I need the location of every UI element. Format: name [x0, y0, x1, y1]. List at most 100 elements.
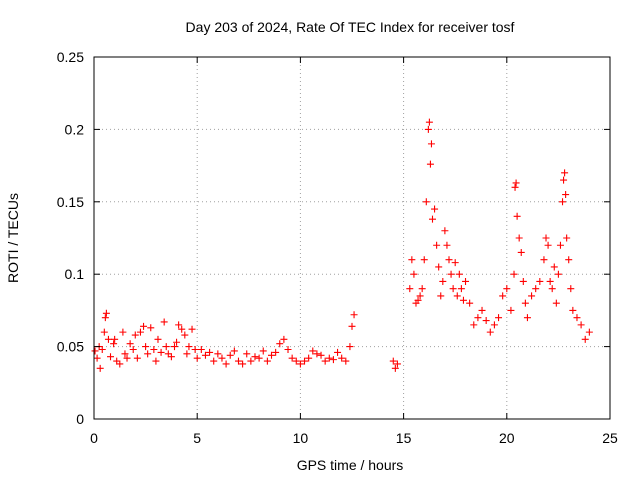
data-point: [441, 227, 449, 235]
data-point: [507, 306, 515, 314]
data-point: [420, 256, 428, 264]
data-point: [414, 296, 422, 304]
data-point: [515, 234, 523, 242]
data-point: [123, 354, 131, 362]
data-point: [226, 351, 234, 359]
data-point: [280, 335, 288, 343]
data-point: [425, 118, 433, 126]
y-tick-label: 0.2: [65, 121, 85, 137]
data-point: [110, 340, 118, 348]
chart-title: Day 203 of 2024, Rate Of TEC Index for r…: [186, 19, 515, 35]
data-point: [556, 241, 564, 249]
data-point: [259, 347, 267, 355]
data-point: [350, 311, 358, 319]
data-point: [239, 360, 247, 368]
data-point: [519, 277, 527, 285]
data-point: [482, 317, 490, 325]
data-point: [181, 331, 189, 339]
x-tick-label: 5: [193, 430, 201, 446]
data-point: [439, 277, 447, 285]
x-tick-label: 15: [396, 430, 412, 446]
data-point: [408, 256, 416, 264]
data-point: [154, 335, 162, 343]
data-point: [569, 306, 577, 314]
data-point: [470, 321, 478, 329]
data-point: [536, 277, 544, 285]
data-point: [459, 296, 467, 304]
data-point: [581, 335, 589, 343]
y-axis-label: ROTI / TECUs: [5, 193, 21, 283]
data-point: [406, 285, 414, 293]
data-point: [251, 353, 259, 361]
data-point: [559, 198, 567, 206]
data-point: [183, 350, 191, 358]
data-point: [191, 345, 199, 353]
data-point: [230, 347, 238, 355]
data-point: [276, 340, 284, 348]
x-tick-label: 10: [293, 430, 309, 446]
data-point: [150, 345, 158, 353]
data-point: [542, 234, 550, 242]
x-tick-label: 20: [499, 430, 515, 446]
data-point: [91, 347, 99, 355]
data-point: [98, 345, 106, 353]
data-point: [268, 351, 276, 359]
data-point: [288, 354, 296, 362]
data-point: [532, 285, 540, 293]
data-point: [321, 357, 329, 365]
data-point: [301, 357, 309, 365]
data-point: [214, 350, 222, 358]
data-point: [573, 314, 581, 322]
data-point: [342, 357, 350, 365]
data-point: [478, 306, 486, 314]
data-point: [443, 241, 451, 249]
data-point: [416, 292, 424, 300]
data-point: [96, 364, 104, 372]
data-point: [453, 292, 461, 300]
data-point: [101, 314, 109, 322]
data-point: [296, 360, 304, 368]
data-point: [247, 357, 255, 365]
data-point: [435, 263, 443, 271]
x-tick-labels: 0 5 10 15 20 25: [90, 430, 618, 446]
data-point: [93, 354, 101, 362]
data-point: [129, 345, 137, 353]
data-point: [560, 176, 568, 184]
data-point: [503, 285, 511, 293]
x-axis-label: GPS time / hours: [297, 457, 404, 473]
data-point: [334, 348, 342, 356]
data-point: [136, 328, 144, 336]
data-point: [164, 350, 172, 358]
data-point: [170, 343, 178, 351]
data-point: [175, 321, 183, 329]
data-point: [495, 314, 503, 322]
data-point: [126, 340, 134, 348]
data-point: [451, 259, 459, 267]
data-point: [393, 360, 401, 368]
grid-lines: [94, 57, 610, 419]
data-point: [585, 328, 593, 336]
data-point: [426, 160, 434, 168]
data-point: [554, 270, 562, 278]
data-point: [133, 354, 141, 362]
data-point: [511, 183, 519, 191]
data-point: [437, 292, 445, 300]
data-point: [173, 338, 181, 346]
data-point: [499, 292, 507, 300]
data-point: [157, 348, 165, 356]
data-point: [521, 299, 529, 307]
y-tick-label: 0.15: [57, 194, 84, 210]
data-point: [201, 351, 209, 359]
axis-ticks: [93, 56, 611, 420]
data-point: [263, 357, 271, 365]
data-point: [329, 356, 337, 364]
data-point: [512, 179, 520, 187]
y-tick-labels: 0 0.05 0.1 0.15 0.2 0.25: [57, 49, 84, 427]
data-point: [563, 234, 571, 242]
data-point: [418, 285, 426, 293]
data-point: [234, 357, 242, 365]
data-point: [455, 270, 463, 278]
data-point: [193, 354, 201, 362]
data-point: [523, 314, 531, 322]
